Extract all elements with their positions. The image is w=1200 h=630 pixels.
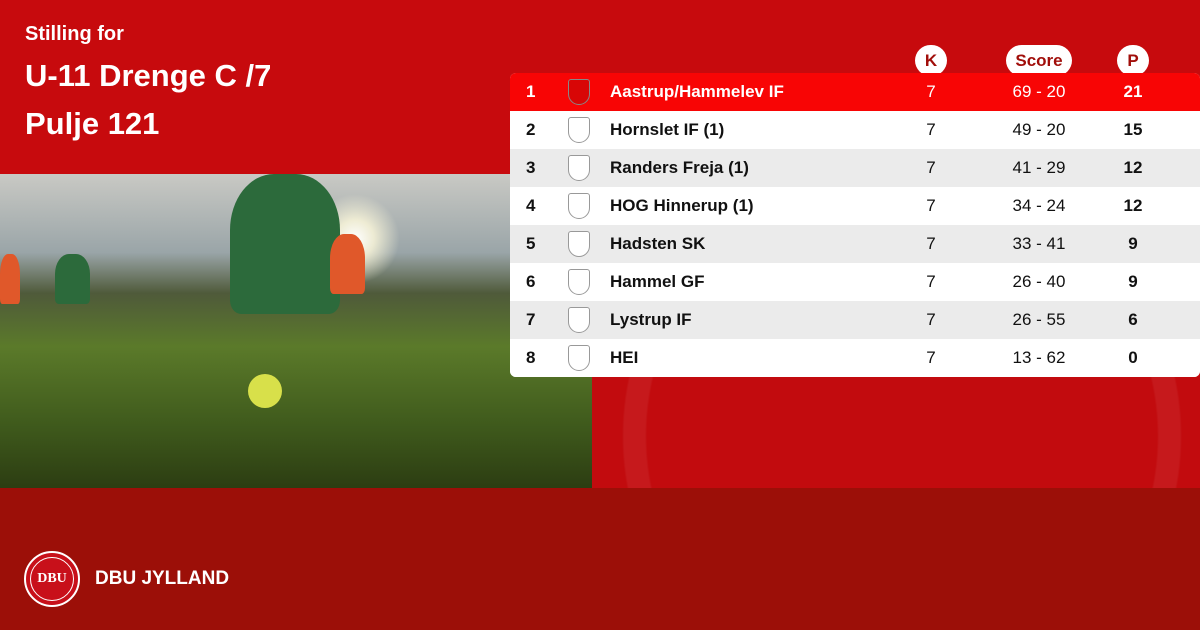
pool-title: Pulje 121 [25, 106, 160, 141]
table-row: 1 Aastrup/Hammelev IF 7 69 - 20 21 [510, 73, 1200, 111]
table-row: 4 HOG Hinnerup (1) 7 34 - 24 12 [510, 187, 1200, 225]
score: 26 - 55 [1012, 310, 1066, 329]
table-row: 5 Hadsten SK 7 33 - 41 9 [510, 225, 1200, 263]
position: 5 [526, 234, 536, 253]
score: 49 - 20 [1012, 120, 1066, 139]
standings-table: 1 Aastrup/Hammelev IF 7 69 - 20 21 2 Horn… [510, 73, 1200, 377]
football-photo [0, 174, 592, 488]
club-crest-icon [568, 345, 590, 371]
team-name: Randers Freja (1) [610, 158, 749, 177]
team-name: HEI [610, 348, 639, 367]
team-name: Lystrup IF [610, 310, 692, 329]
points: 12 [1123, 196, 1143, 215]
club-crest-icon [568, 193, 590, 219]
position: 6 [526, 272, 536, 291]
table-row: 6 Hammel GF 7 26 - 40 9 [510, 263, 1200, 301]
points: 15 [1123, 120, 1143, 139]
points: 6 [1128, 310, 1138, 329]
score: 69 - 20 [1012, 82, 1066, 101]
position: 1 [526, 82, 536, 101]
club-crest-icon [568, 307, 590, 333]
score: 26 - 40 [1012, 272, 1066, 291]
header-played: K [915, 45, 947, 76]
position: 4 [526, 196, 536, 215]
footer-band [0, 488, 1200, 630]
player [330, 234, 365, 294]
points: 12 [1123, 158, 1143, 177]
header-score: Score [1006, 45, 1072, 76]
played: 7 [926, 120, 936, 139]
table-row: 7 Lystrup IF 7 26 - 55 6 [510, 301, 1200, 339]
played: 7 [926, 348, 936, 367]
header-points: P [1117, 45, 1149, 76]
played: 7 [926, 158, 936, 177]
table-row: 2 Hornslet IF (1) 7 49 - 20 15 [510, 111, 1200, 149]
label-standing-for: Stilling for [25, 23, 124, 45]
team-name: Hadsten SK [610, 234, 706, 253]
page-title: U-11 Drenge C /7 [25, 58, 272, 93]
club-crest-icon [568, 79, 590, 105]
table-row: 8 HEI 7 13 - 62 0 [510, 339, 1200, 377]
position: 8 [526, 348, 536, 367]
team-name: Hammel GF [610, 272, 705, 291]
points: 9 [1128, 272, 1138, 291]
player [55, 254, 90, 304]
score: 41 - 29 [1012, 158, 1066, 177]
football [248, 374, 282, 408]
score: 13 - 62 [1012, 348, 1066, 367]
points: 21 [1123, 82, 1143, 101]
points: 0 [1128, 348, 1138, 367]
played: 7 [926, 234, 936, 253]
club-crest-icon [568, 231, 590, 257]
club-crest-icon [568, 117, 590, 143]
played: 7 [926, 196, 936, 215]
club-crest-icon [568, 155, 590, 181]
position: 2 [526, 120, 536, 139]
dbu-logo: DBU [24, 551, 80, 607]
team-name: HOG Hinnerup (1) [610, 196, 754, 215]
score: 34 - 24 [1012, 196, 1066, 215]
team-name: Hornslet IF (1) [610, 120, 725, 139]
score: 33 - 41 [1012, 234, 1066, 253]
player [230, 174, 340, 314]
points: 9 [1128, 234, 1138, 253]
crest-watermark [592, 376, 1200, 488]
player [0, 254, 20, 304]
team-name: Aastrup/Hammelev IF [610, 82, 784, 101]
played: 7 [926, 310, 936, 329]
brand-name: DBU JYLLAND [95, 568, 230, 589]
position: 7 [526, 310, 536, 329]
club-crest-icon [568, 269, 590, 295]
position: 3 [526, 158, 536, 177]
played: 7 [926, 82, 936, 101]
played: 7 [926, 272, 936, 291]
table-row: 3 Randers Freja (1) 7 41 - 29 12 [510, 149, 1200, 187]
